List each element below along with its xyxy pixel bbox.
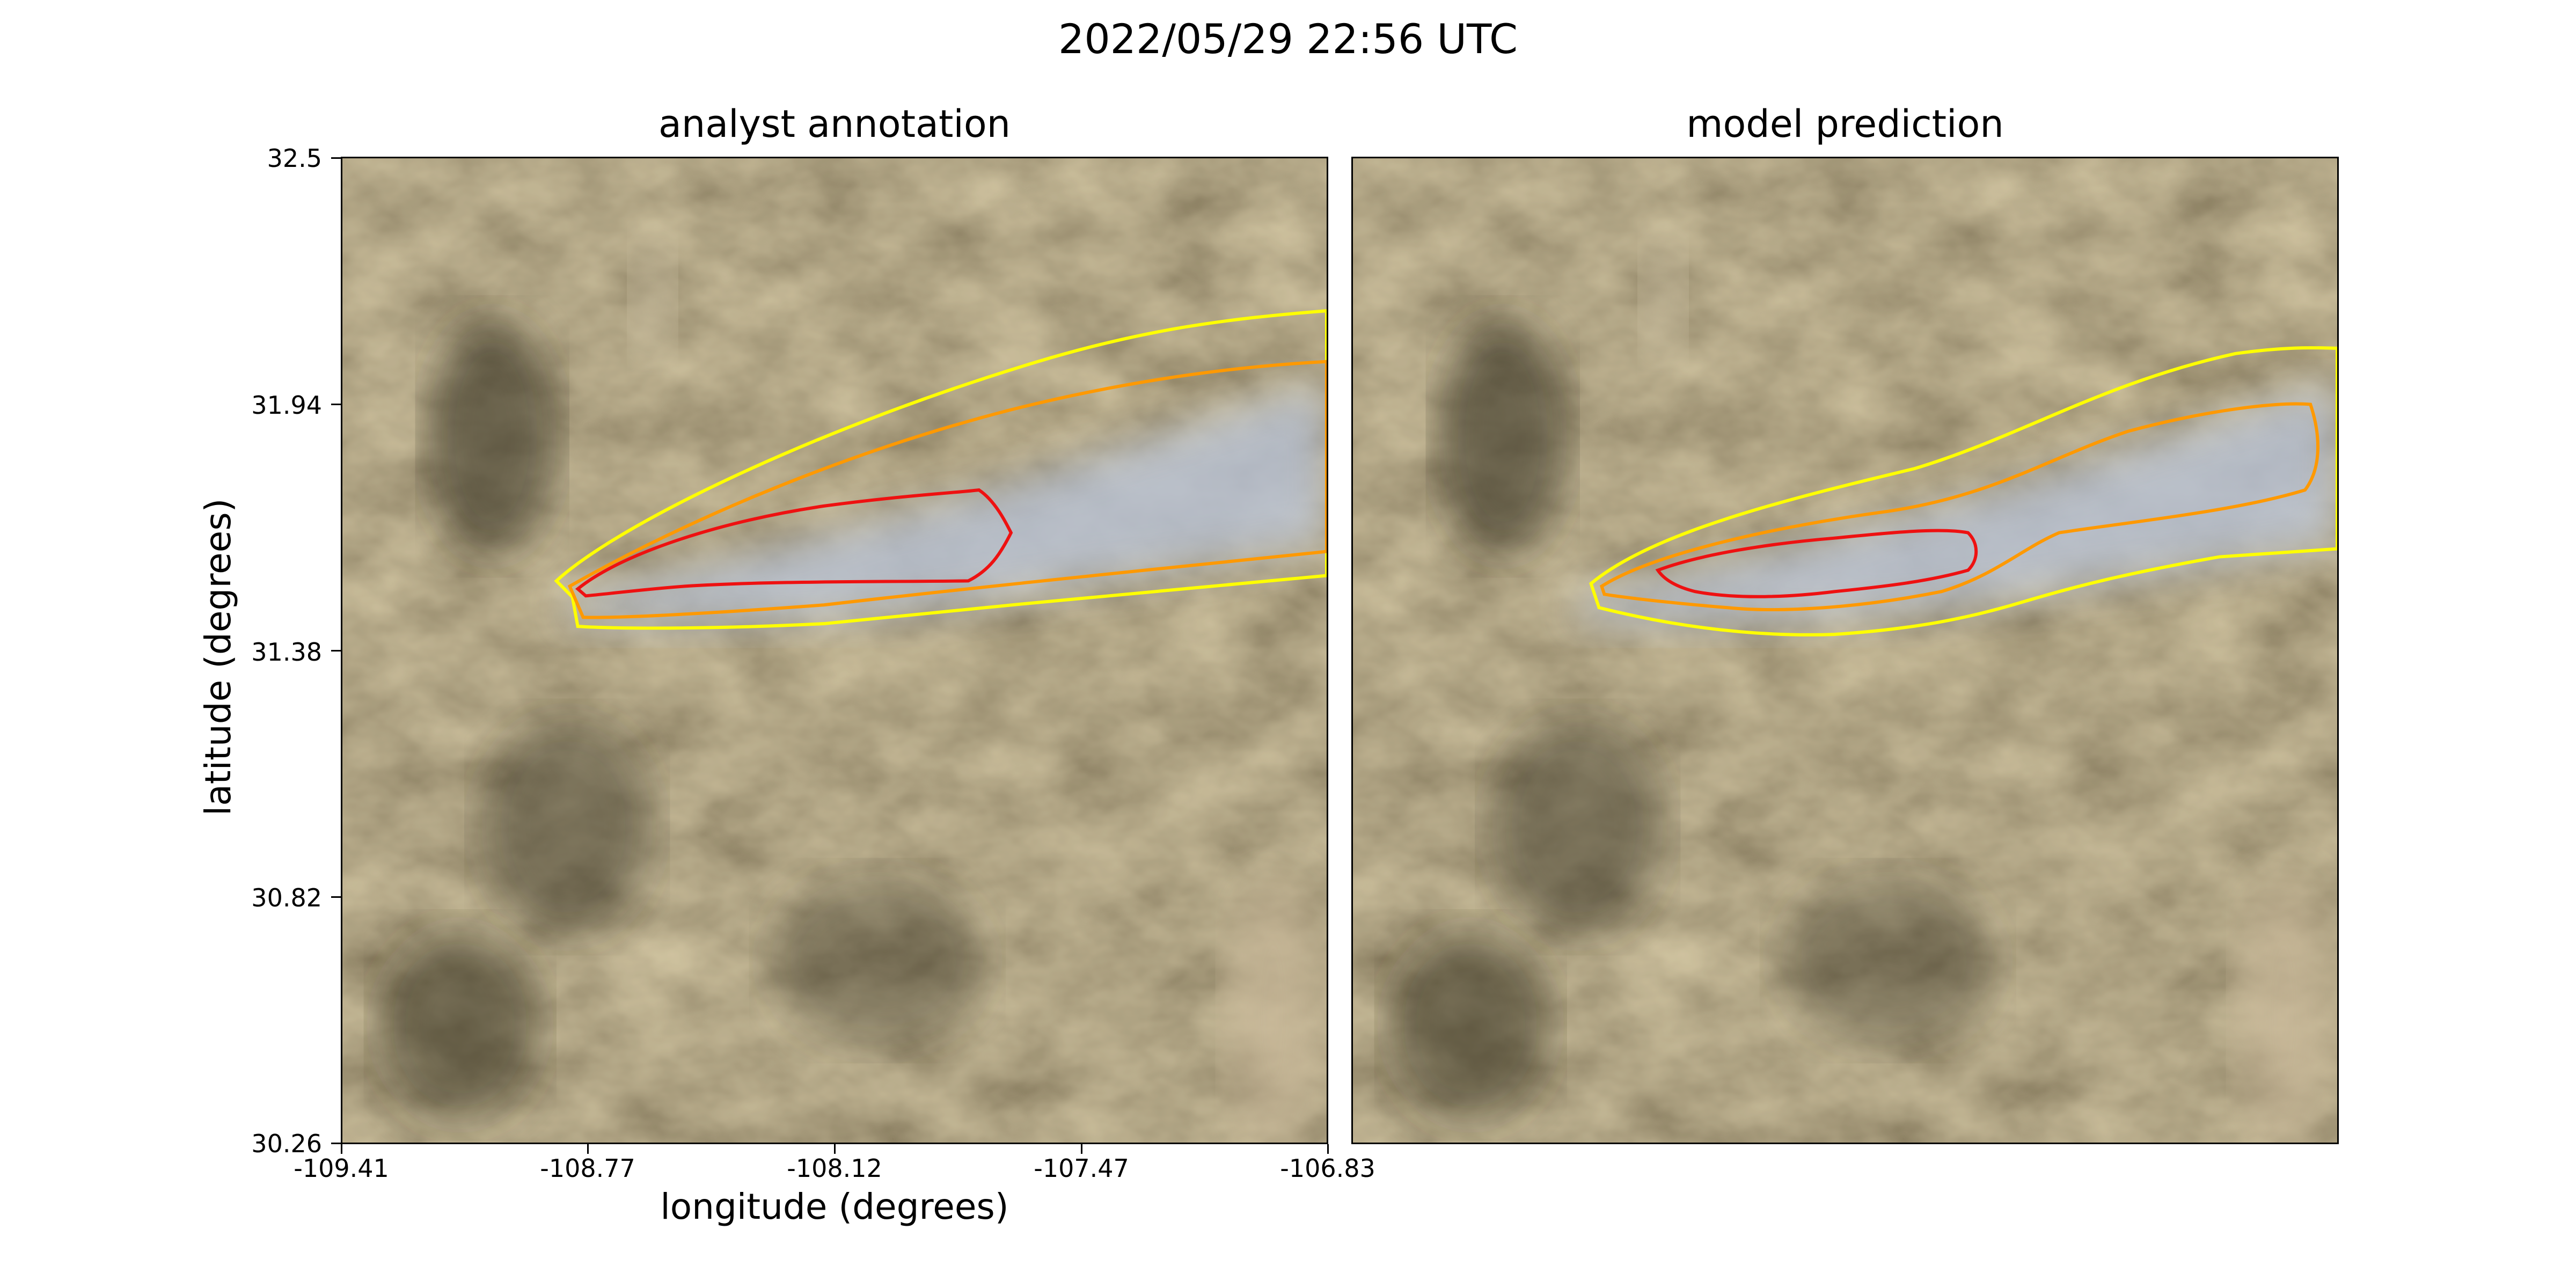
analyst-annotation-image bbox=[342, 158, 1327, 1143]
terrain-flat bbox=[1225, 875, 1322, 1143]
y-tick-mark bbox=[331, 896, 341, 898]
terrain-mountain bbox=[770, 875, 985, 1046]
x-axis-label: longitude (degrees) bbox=[660, 1186, 1009, 1227]
model-prediction-panel bbox=[1351, 157, 2339, 1144]
y-tick-label: 31.38 bbox=[251, 638, 322, 667]
terrain-mountain bbox=[428, 319, 557, 554]
contour-outer bbox=[1589, 346, 2337, 636]
terrain-flat bbox=[2235, 875, 2332, 1143]
terrain-mountain bbox=[1781, 875, 1995, 1046]
terrain-mountain bbox=[1390, 928, 1551, 1122]
y-tick-label: 30.82 bbox=[251, 883, 322, 912]
panel-title-model: model prediction bbox=[1686, 102, 2004, 146]
x-tick-mark bbox=[1081, 1144, 1082, 1154]
y-tick-label: 30.26 bbox=[251, 1129, 322, 1158]
smoke-plume bbox=[1577, 383, 2337, 624]
x-tick-label: -107.47 bbox=[1034, 1154, 1129, 1183]
figure-title: 2022/05/29 22:56 UTC bbox=[1058, 15, 1518, 63]
y-tick-mark bbox=[331, 1143, 341, 1144]
contour-middle bbox=[1599, 402, 2320, 611]
x-tick-mark bbox=[834, 1144, 836, 1154]
terrain-mountain bbox=[379, 928, 540, 1122]
y-tick-mark bbox=[331, 157, 341, 159]
x-tick-mark bbox=[587, 1144, 589, 1154]
x-tick-mark bbox=[1327, 1144, 1329, 1154]
contour-inner bbox=[575, 488, 1013, 598]
x-tick-mark bbox=[341, 1144, 342, 1154]
y-tick-label: 31.94 bbox=[251, 391, 322, 420]
terrain-mountain bbox=[1438, 319, 1567, 554]
contour-middle bbox=[567, 360, 1327, 619]
x-tick-label: -106.83 bbox=[1280, 1154, 1375, 1183]
y-tick-mark bbox=[331, 650, 341, 652]
analyst-annotation-panel bbox=[341, 157, 1328, 1144]
terrain-flat bbox=[631, 233, 674, 362]
terrain-flat bbox=[1642, 233, 1685, 362]
y-tick-label: 32.5 bbox=[267, 144, 322, 173]
x-tick-label: -109.41 bbox=[294, 1154, 389, 1183]
smoke-plume bbox=[567, 383, 1327, 624]
y-tick-mark bbox=[331, 404, 341, 405]
model-prediction-image bbox=[1353, 158, 2337, 1143]
x-tick-label: -108.77 bbox=[540, 1154, 635, 1183]
contour-outer bbox=[554, 309, 1327, 630]
panel-title-analyst: analyst annotation bbox=[658, 102, 1011, 146]
contour-inner bbox=[1655, 529, 1978, 598]
terrain-mountain bbox=[1492, 720, 1664, 934]
terrain-mountain bbox=[481, 720, 653, 934]
x-tick-label: -108.12 bbox=[787, 1154, 882, 1183]
